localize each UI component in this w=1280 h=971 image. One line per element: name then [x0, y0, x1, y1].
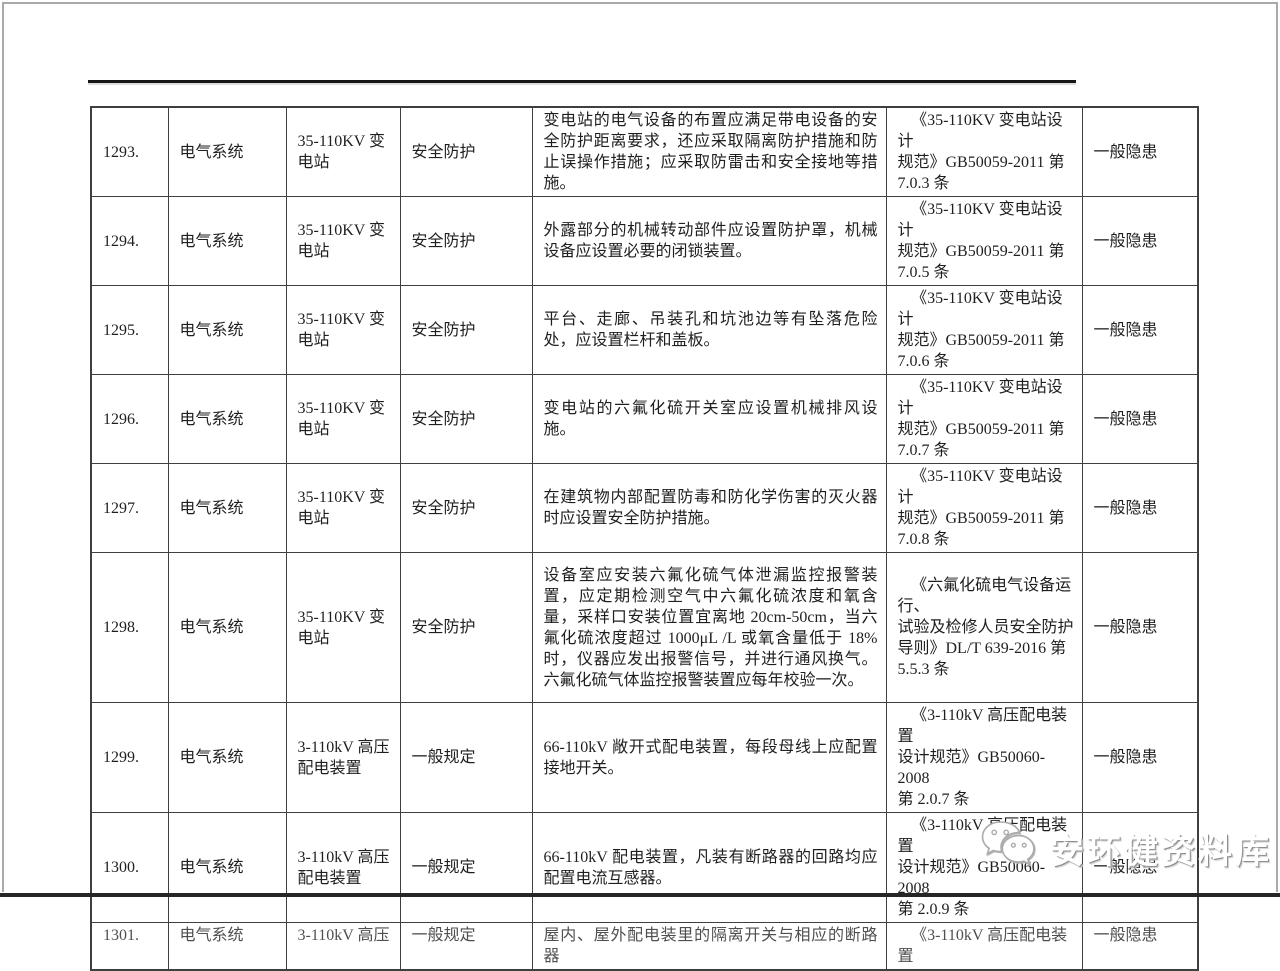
subsystem-cell: 3-110kV 高压 配电装置 [285, 702, 401, 813]
description-cell: 变电站的电气设备的布置应满足带电设备的安全防护距离要求，还应采取隔离防护措施和防… [531, 106, 887, 197]
row-number-cell: 1300. [90, 812, 169, 923]
hazard-level-cell: 一般隐患 [1081, 922, 1199, 971]
reference-cell: 《六氟化硫电气设备运行、 试验及检修人员安全防护 导则》DL/T 639-201… [885, 552, 1083, 703]
table-row: 1295. 电气系统 35-110KV 变 电站 安全防护 平台、走廊、吊装孔和… [90, 285, 1199, 375]
description-cell: 设备室应安装六氟化硫气体泄漏监控报警装置，应定期检测空气中六氟化硫浓度和氧含量，… [531, 552, 887, 703]
category-cell: 安全防护 [399, 196, 533, 286]
description-cell: 平台、走廊、吊装孔和坑池边等有坠落危险处，应设置栏杆和盖板。 [531, 285, 887, 375]
system-cell: 电气系统 [167, 196, 287, 286]
reference-cell: 《3-110kV 高压配电装置 [885, 922, 1083, 971]
bottom-rule [0, 893, 1280, 897]
header-rule [88, 80, 1076, 83]
hazard-level-cell: 一般隐患 [1081, 374, 1199, 464]
table-row: 1298. 电气系统 35-110KV 变 电站 安全防护 设备室应安装六氟化硫… [90, 552, 1199, 703]
reference-cell: 《35-110KV 变电站设计 规范》GB50059-2011 第 7.0.7 … [885, 374, 1083, 464]
table-row: 1293. 电气系统 35-110KV 变 电站 安全防护 变电站的电气设备的布… [90, 106, 1199, 197]
description-cell: 变电站的六氟化硫开关室应设置机械排风设施。 [531, 374, 887, 464]
hazard-level-cell: 一般隐患 [1081, 196, 1199, 286]
hazard-level-cell: 一般隐患 [1081, 702, 1199, 813]
description-cell: 屋内、屋外配电装里的隔离开关与相应的断路器 [531, 922, 887, 971]
row-number-cell: 1293. [90, 106, 169, 197]
description-cell: 66-110kV 敞开式配电装置，每段母线上应配置接地开关。 [531, 702, 887, 813]
row-number-cell: 1295. [90, 285, 169, 375]
system-cell: 电气系统 [167, 374, 287, 464]
row-number-cell: 1296. [90, 374, 169, 464]
reference-cell: 《35-110KV 变电站设计 规范》GB50059-2011 第 7.0.6 … [885, 285, 1083, 375]
row-number-cell: 1298. [90, 552, 169, 703]
hazard-level-cell: 一般隐患 [1081, 463, 1199, 553]
row-number-cell: 1299. [90, 702, 169, 813]
row-number-cell: 1301. [90, 922, 169, 971]
system-cell: 电气系统 [167, 552, 287, 703]
category-cell: 安全防护 [399, 463, 533, 553]
description-cell: 66-110kV 配电装置，凡装有断路器的回路均应配置电流互感器。 [531, 812, 887, 923]
subsystem-cell: 35-110KV 变 电站 [285, 285, 401, 375]
table-row: 1297. 电气系统 35-110KV 变 电站 安全防护 在建筑物内部配置防毒… [90, 463, 1199, 553]
hazard-level-cell: 一般隐患 [1081, 552, 1199, 703]
description-cell: 外露部分的机械转动部件应设置防护罩，机械设备应设置必要的闭锁装置。 [531, 196, 887, 286]
category-cell: 一般规定 [399, 922, 533, 971]
table-row: 1301. 电气系统 3-110kV 高压 一般规定 屋内、屋外配电装里的隔离开… [90, 922, 1199, 971]
reference-cell: 《35-110KV 变电站设计 规范》GB50059-2011 第 7.0.8 … [885, 463, 1083, 553]
category-cell: 一般规定 [399, 812, 533, 923]
system-cell: 电气系统 [167, 285, 287, 375]
table-row: 1299. 电气系统 3-110kV 高压 配电装置 一般规定 66-110kV… [90, 702, 1199, 813]
watermark-text: 安环健资料库 [1050, 833, 1272, 871]
category-cell: 安全防护 [399, 106, 533, 197]
subsystem-cell: 35-110KV 变 电站 [285, 196, 401, 286]
hazard-level-cell: 一般隐患 [1081, 285, 1199, 375]
wechat-icon [980, 819, 1042, 878]
category-cell: 安全防护 [399, 552, 533, 703]
system-cell: 电气系统 [167, 463, 287, 553]
watermark: 安环健资料库 [980, 816, 1272, 880]
category-cell: 安全防护 [399, 285, 533, 375]
system-cell: 电气系统 [167, 702, 287, 813]
table-row: 1296. 电气系统 35-110KV 变 电站 安全防护 变电站的六氟化硫开关… [90, 374, 1199, 464]
system-cell: 电气系统 [167, 106, 287, 197]
description-cell: 在建筑物内部配置防毒和防化学伤害的灭火器时应设置安全防护措施。 [531, 463, 887, 553]
hazard-level-cell: 一般隐患 [1081, 106, 1199, 197]
category-cell: 安全防护 [399, 374, 533, 464]
subsystem-cell: 35-110KV 变 电站 [285, 374, 401, 464]
reference-cell: 《35-110KV 变电站设计 规范》GB50059-2011 第 7.0.3 … [885, 106, 1083, 197]
reference-cell: 《35-110KV 变电站设计 规范》GB50059-2011 第 7.0.5 … [885, 196, 1083, 286]
row-number-cell: 1294. [90, 196, 169, 286]
subsystem-cell: 35-110KV 变 电站 [285, 106, 401, 197]
subsystem-cell: 35-110KV 变 电站 [285, 552, 401, 703]
system-cell: 电气系统 [167, 812, 287, 923]
subsystem-cell: 35-110KV 变 电站 [285, 463, 401, 553]
table-row: 1294. 电气系统 35-110KV 变 电站 安全防护 外露部分的机械转动部… [90, 196, 1199, 286]
subsystem-cell: 3-110kV 高压 [285, 922, 401, 971]
reference-cell: 《3-110kV 高压配电装置 设计规范》GB50060-2008 第 2.0.… [885, 702, 1083, 813]
row-number-cell: 1297. [90, 463, 169, 553]
category-cell: 一般规定 [399, 702, 533, 813]
system-cell: 电气系统 [167, 922, 287, 971]
subsystem-cell: 3-110kV 高压 配电装置 [285, 812, 401, 923]
